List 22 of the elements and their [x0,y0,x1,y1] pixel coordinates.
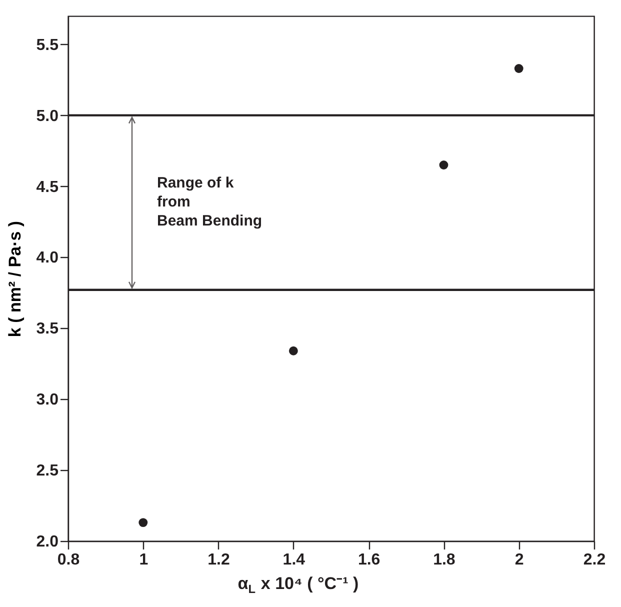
x-tick-label: 2 [514,552,524,568]
x-tick-label: 2.2 [583,552,606,568]
annotation: Range of k from Beam Bending [157,174,262,230]
y-tick-label: 2.0 [36,534,59,550]
x-tick-label: 1.2 [208,552,230,568]
point [514,64,524,73]
y-tick-label: 2.5 [36,462,59,480]
point [138,518,148,528]
x-tick-label: 1.6 [358,552,380,568]
x-tick-label: 1.4 [282,552,306,568]
y-tick-label: 3.5 [36,320,59,338]
y-tick-label: 4.0 [36,250,59,267]
x-tick-label: 1 [139,552,148,568]
y-tick-label: 3.0 [36,392,59,409]
y-tick-label: 5.0 [36,108,59,125]
x-tick-label: 1.8 [433,552,456,568]
point [288,346,298,356]
x-tick-label: 0.8 [57,552,80,568]
y-tick-label: 5.5 [36,36,59,54]
y-axis-title: k ( nm² / Pa·s ) [5,220,24,338]
point [439,160,448,170]
y-tick-label: 4.5 [36,178,59,196]
